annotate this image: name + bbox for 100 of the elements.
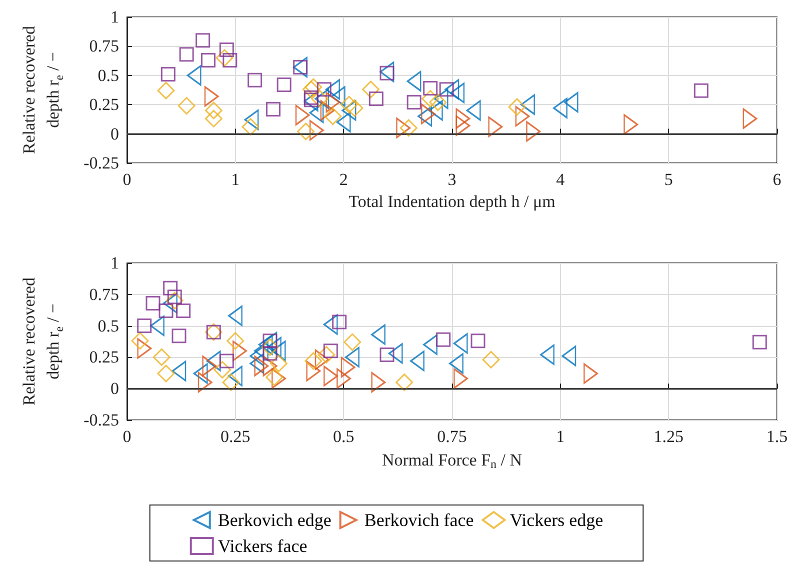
- point: [178, 97, 196, 115]
- point: [202, 356, 217, 376]
- point: [344, 333, 362, 351]
- y-tick-label: 0.25: [89, 95, 119, 114]
- point: [176, 303, 191, 318]
- point: [216, 49, 234, 67]
- point: [371, 324, 386, 345]
- point: [332, 314, 347, 330]
- legend-label: Berkovich edge: [218, 510, 332, 530]
- point: [232, 340, 247, 362]
- point: [262, 356, 278, 376]
- point: [436, 332, 451, 347]
- point: [470, 334, 486, 348]
- point: [316, 82, 332, 97]
- point: [326, 92, 340, 113]
- point: [201, 52, 216, 68]
- point: [179, 47, 194, 62]
- point: [368, 92, 384, 106]
- point: [396, 374, 414, 392]
- point: [158, 303, 174, 318]
- point: [276, 77, 292, 92]
- point: [340, 357, 356, 378]
- point: [186, 65, 202, 86]
- y-tick-label: 0: [110, 124, 119, 144]
- point: [306, 360, 321, 382]
- point: [429, 94, 447, 112]
- point: [346, 99, 364, 117]
- point: [342, 100, 356, 121]
- point: [388, 343, 403, 364]
- point: [204, 110, 222, 128]
- point: [214, 361, 232, 379]
- point: [309, 102, 324, 124]
- point: [318, 346, 336, 364]
- point: [562, 346, 576, 366]
- point: [228, 366, 243, 386]
- point: [336, 112, 351, 132]
- point: [583, 363, 598, 384]
- point: [423, 81, 438, 96]
- point: [449, 353, 464, 374]
- point: [297, 122, 314, 140]
- point: [219, 354, 234, 368]
- point: [694, 83, 708, 98]
- point: [137, 338, 152, 359]
- x-tick-label: 3: [448, 170, 456, 189]
- y-tick-label: 0.75: [89, 284, 119, 304]
- y-tick-label: -0.25: [84, 154, 119, 172]
- point: [323, 366, 338, 386]
- x-tick-label: 0: [122, 427, 132, 446]
- y-tick-label: -0.25: [84, 410, 119, 430]
- point: [323, 314, 338, 335]
- point: [258, 334, 273, 355]
- point: [172, 360, 186, 382]
- legend-label: Vickers face: [218, 536, 308, 556]
- x-tick-label: 0.25: [220, 427, 250, 446]
- point: [320, 100, 335, 121]
- y-tick-label: 0.75: [89, 36, 119, 56]
- point: [418, 106, 432, 127]
- point: [150, 316, 165, 336]
- legend-label: Vickers edge: [510, 510, 604, 530]
- point: [157, 82, 175, 100]
- point: [219, 42, 234, 57]
- point: [152, 348, 170, 366]
- point: [482, 350, 500, 368]
- point: [420, 104, 436, 124]
- point: [242, 118, 260, 136]
- y-tick-label: 1: [110, 8, 119, 26]
- y-tick-label: 0.25: [89, 348, 119, 367]
- point: [198, 372, 212, 393]
- y-tick-label: 0.5: [98, 66, 119, 85]
- point: [193, 363, 208, 384]
- point: [380, 347, 394, 362]
- point: [271, 368, 286, 389]
- point: [406, 70, 422, 92]
- point: [406, 95, 422, 110]
- x-tick-label: 1.25: [654, 427, 684, 446]
- point: [270, 354, 288, 372]
- point: [324, 108, 342, 126]
- point: [466, 100, 481, 121]
- point: [336, 368, 351, 389]
- y-tick-label: 0.5: [98, 316, 119, 336]
- x-tick-label: 0.75: [437, 427, 467, 446]
- point: [453, 333, 468, 354]
- x-tick-label: 0: [122, 170, 132, 189]
- point: [314, 88, 330, 110]
- point: [157, 364, 175, 382]
- point: [204, 86, 219, 107]
- point: [248, 72, 262, 88]
- point: [160, 66, 176, 82]
- point: [340, 96, 358, 114]
- point: [254, 356, 269, 376]
- point: [222, 374, 240, 392]
- point: [434, 88, 448, 110]
- point: [266, 102, 280, 117]
- point: [304, 352, 322, 370]
- point: [362, 80, 380, 98]
- point: [508, 98, 526, 116]
- x-tick-label: 6: [772, 170, 782, 189]
- point: [515, 106, 530, 127]
- x-tick-label: 2: [339, 170, 348, 189]
- point: [244, 110, 259, 130]
